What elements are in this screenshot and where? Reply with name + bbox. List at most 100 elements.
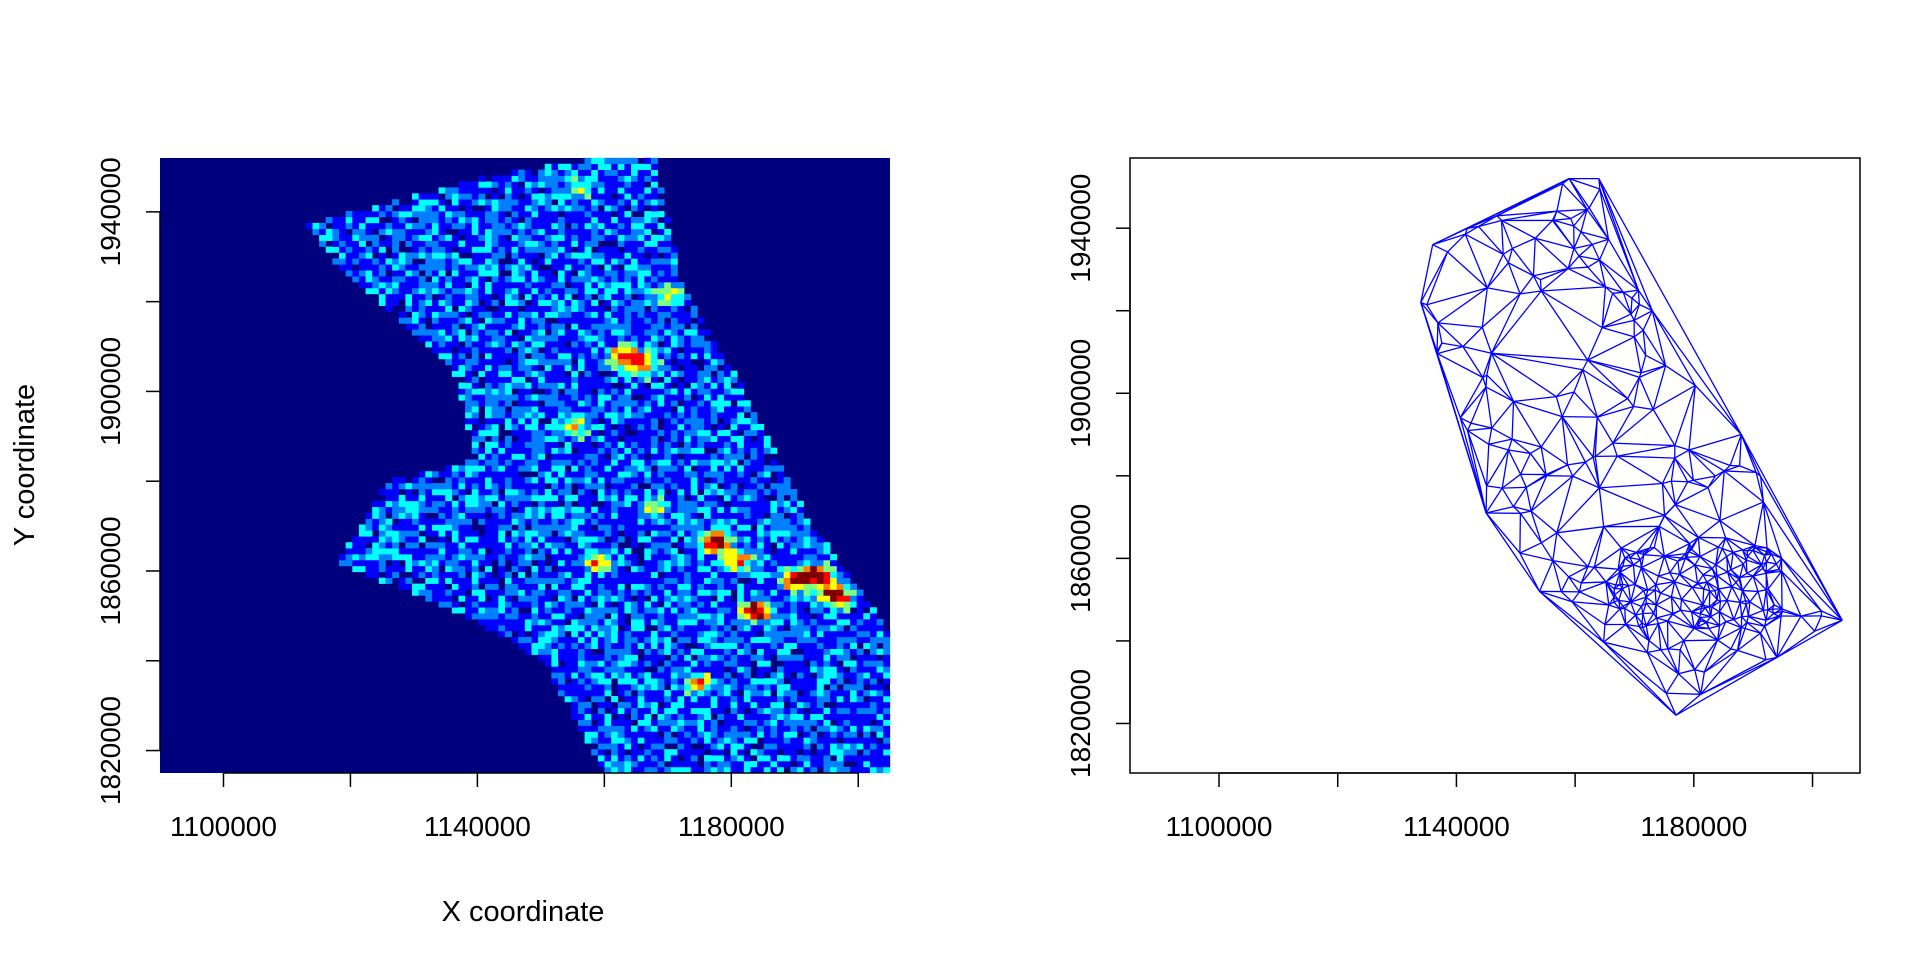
heatmap-cell: [803, 577, 811, 584]
heatmap-cell: [810, 565, 818, 573]
heatmap-cell: [372, 234, 380, 241]
heatmap-cell: [518, 400, 526, 407]
heatmap-cell: [392, 500, 400, 508]
heatmap-cell: [631, 400, 638, 407]
heatmap-cell: [551, 630, 559, 638]
heatmap-cell: [458, 246, 466, 253]
heatmap-cell: [604, 554, 612, 561]
heatmap-cell: [604, 394, 612, 401]
heatmap-cell: [664, 264, 672, 271]
heatmap-cell: [584, 276, 592, 283]
heatmap-cell: [684, 293, 692, 301]
heatmap-cell: [511, 199, 519, 206]
heatmap-cell: [790, 695, 798, 703]
heatmap-cell: [478, 211, 486, 218]
heatmap-cell: [657, 695, 665, 703]
heatmap-cell: [398, 554, 406, 561]
heatmap-cell: [551, 205, 559, 212]
heatmap-cell: [783, 719, 791, 726]
heatmap-cell: [538, 524, 546, 531]
heatmap-cell: [558, 536, 565, 543]
heatmap-cell: [677, 571, 685, 579]
heatmap-cell: [531, 181, 539, 188]
heatmap-cell: [750, 483, 758, 490]
heatmap-cell: [750, 725, 758, 732]
heatmap-cell: [538, 489, 546, 496]
heatmap-cell: [478, 483, 486, 490]
heatmap-cell: [504, 447, 512, 454]
heatmap-cell: [743, 678, 751, 685]
heatmap-cell: [650, 749, 658, 756]
heatmap-cell: [650, 234, 658, 241]
heatmap-cell: [398, 477, 406, 484]
heatmap-cell: [491, 370, 499, 377]
heatmap-cell: [564, 352, 572, 360]
heatmap-cell: [544, 364, 552, 372]
heatmap-cell: [445, 222, 453, 230]
heatmap-cell: [471, 382, 479, 389]
heatmap-cell: [564, 193, 572, 200]
heatmap-cell: [571, 512, 579, 519]
heatmap-cell: [624, 211, 632, 218]
heatmap-cell: [790, 636, 798, 644]
heatmap-cell: [458, 589, 466, 596]
heatmap-cell: [577, 246, 585, 253]
heatmap-cell: [544, 512, 552, 519]
heatmap-cell: [637, 459, 645, 466]
heatmap-cell: [677, 766, 685, 774]
heatmap-cell: [816, 654, 824, 661]
heatmap-cell: [405, 299, 413, 306]
heatmap-cell: [498, 293, 506, 301]
heatmap-cell: [816, 589, 824, 596]
heatmap-cell: [856, 684, 864, 691]
heatmap-cell: [538, 500, 546, 508]
mesh-edge: [1561, 416, 1587, 463]
heatmap-cell: [684, 465, 692, 472]
heatmap-cell: [650, 193, 658, 200]
heatmap-cell: [577, 252, 585, 259]
heatmap-cell: [611, 157, 619, 165]
heatmap-cell: [558, 341, 565, 348]
heatmap-cell: [465, 459, 473, 466]
heatmap-cell: [670, 725, 678, 732]
heatmap-cell: [458, 216, 466, 224]
heatmap-cell: [597, 364, 605, 372]
heatmap-cell: [777, 559, 784, 567]
heatmap-cell: [670, 459, 678, 466]
heatmap-cell: [757, 548, 765, 555]
heatmap-cell: [856, 737, 864, 744]
heatmap-cell: [684, 406, 692, 413]
heatmap-cell: [504, 364, 512, 372]
heatmap-cell: [644, 282, 652, 289]
heatmap-cell: [604, 559, 612, 567]
heatmap-cell: [551, 347, 559, 354]
heatmap-cell: [584, 435, 592, 442]
heatmap-cell: [558, 494, 565, 502]
heatmap-cell: [611, 264, 619, 271]
heatmap-cell: [531, 264, 539, 271]
heatmap-cell: [617, 672, 625, 679]
heatmap-cell: [412, 222, 419, 230]
heatmap-cell: [856, 695, 864, 703]
heatmap-cell: [677, 725, 685, 732]
heatmap-cell: [850, 725, 857, 732]
heatmap-cell: [664, 554, 672, 561]
heatmap-cell: [644, 489, 652, 496]
heatmap-cell: [485, 317, 492, 324]
heatmap-cell: [398, 311, 406, 318]
heatmap-cell: [485, 347, 492, 354]
heatmap-cell: [438, 554, 446, 561]
heatmap-cell: [478, 477, 486, 484]
x-tick-label: 1180000: [678, 811, 785, 842]
heatmap-cell: [611, 743, 619, 750]
heatmap-cell: [478, 341, 486, 348]
heatmap-cell: [790, 601, 798, 608]
heatmap-cell: [412, 205, 419, 212]
heatmap-cell: [485, 258, 492, 265]
heatmap-cell: [697, 713, 705, 720]
heatmap-cell: [690, 749, 698, 756]
heatmap-cell: [796, 719, 804, 726]
heatmap-cell: [451, 471, 459, 478]
heatmap-cell: [597, 483, 605, 490]
heatmap-cell: [597, 282, 605, 289]
